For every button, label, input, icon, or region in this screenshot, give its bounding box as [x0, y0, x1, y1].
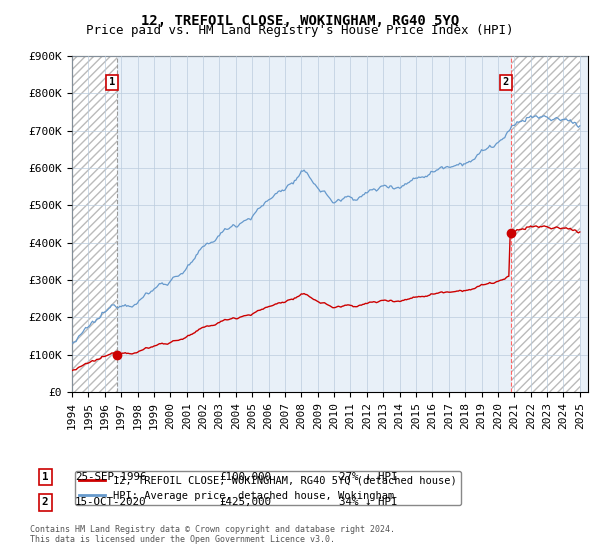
Text: £100,000: £100,000	[219, 472, 271, 482]
Text: Contains HM Land Registry data © Crown copyright and database right 2024.
This d: Contains HM Land Registry data © Crown c…	[30, 525, 395, 544]
Text: 12, TREFOIL CLOSE, WOKINGHAM, RG40 5YQ: 12, TREFOIL CLOSE, WOKINGHAM, RG40 5YQ	[141, 14, 459, 28]
Text: 1: 1	[109, 77, 115, 87]
Text: 15-OCT-2020: 15-OCT-2020	[75, 497, 146, 507]
Text: 34% ↓ HPI: 34% ↓ HPI	[339, 497, 397, 507]
Text: 27% ↓ HPI: 27% ↓ HPI	[339, 472, 397, 482]
Text: 2: 2	[42, 497, 48, 507]
Text: £425,000: £425,000	[219, 497, 271, 507]
Text: 2: 2	[503, 77, 509, 87]
Legend: 12, TREFOIL CLOSE, WOKINGHAM, RG40 5YQ (detached house), HPI: Average price, det: 12, TREFOIL CLOSE, WOKINGHAM, RG40 5YQ (…	[74, 471, 461, 505]
Text: 25-SEP-1996: 25-SEP-1996	[75, 472, 146, 482]
Text: 1: 1	[42, 472, 48, 482]
Text: Price paid vs. HM Land Registry's House Price Index (HPI): Price paid vs. HM Land Registry's House …	[86, 24, 514, 37]
